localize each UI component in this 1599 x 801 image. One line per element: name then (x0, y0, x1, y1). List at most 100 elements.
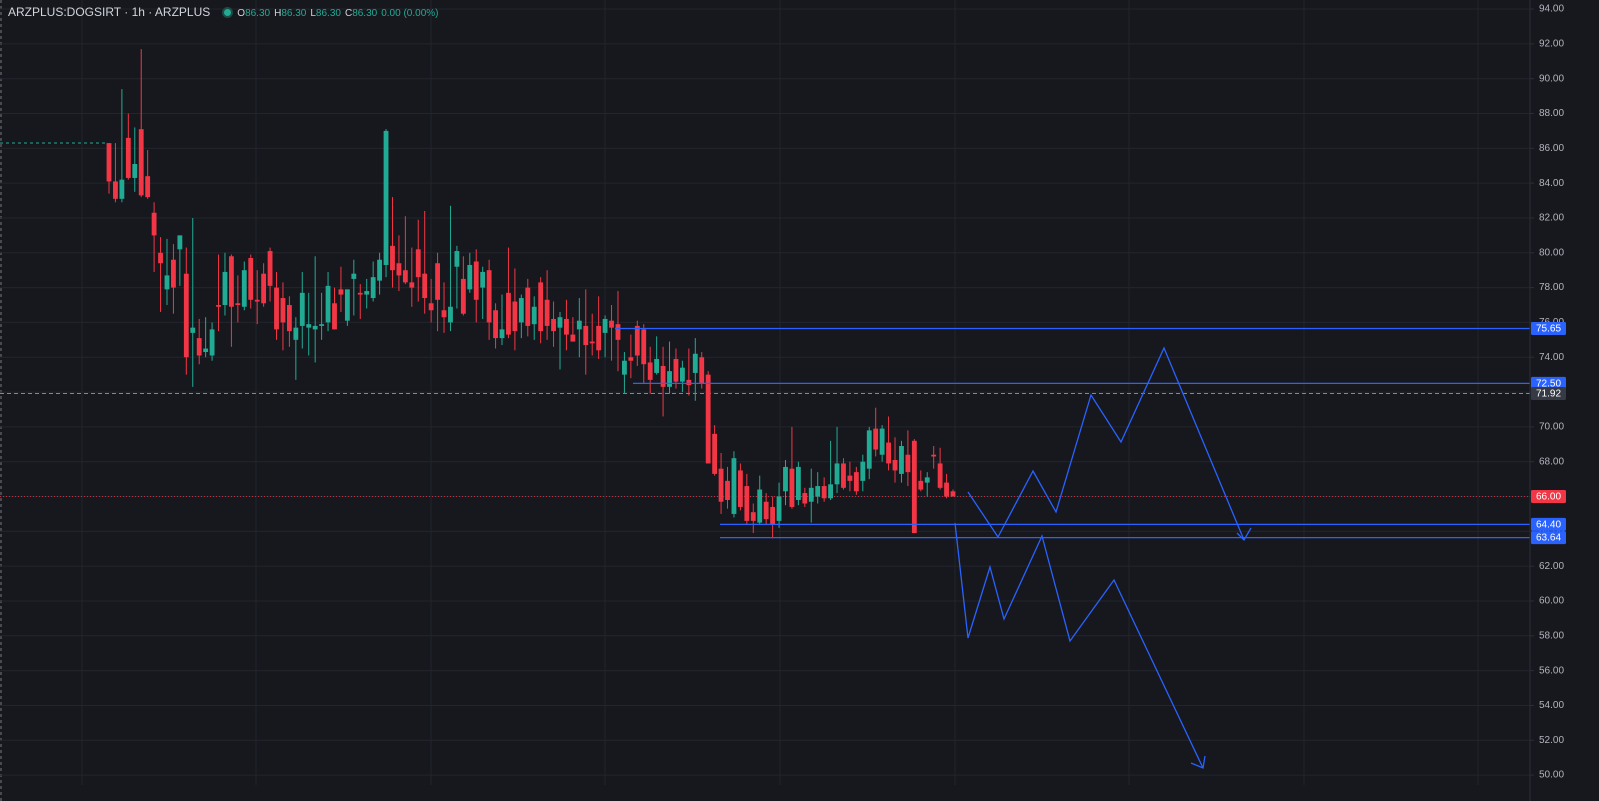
candle-body (847, 475, 853, 481)
candle-body (460, 278, 466, 314)
candle-body (950, 491, 956, 497)
candle-body (776, 496, 782, 521)
candle-body (557, 317, 563, 328)
candle-body (705, 374, 711, 464)
ohlc-values: O86.30 H86.30 L86.30 C86.30 0.00 (0.00%) (237, 8, 442, 19)
y-tick-label: 58.00 (1539, 630, 1564, 641)
candle-body (757, 489, 763, 523)
candle-body (673, 358, 679, 382)
candle-body (332, 303, 337, 330)
status-dot (224, 9, 232, 17)
candle-body (744, 486, 750, 521)
candle-body (344, 289, 350, 321)
candle-body (905, 454, 911, 473)
y-tick-label: 80.00 (1539, 247, 1564, 258)
candle-body (338, 289, 344, 295)
candle-body (241, 270, 247, 307)
candle-body (589, 341, 595, 344)
candle-body (737, 470, 743, 507)
candle-body (551, 318, 556, 332)
candle-body (145, 176, 151, 198)
y-tick-label: 52.00 (1539, 735, 1564, 746)
candle-body (467, 264, 473, 290)
candle-body (944, 482, 949, 497)
candle-body (448, 306, 453, 323)
candle-body (654, 358, 660, 373)
candle-body (686, 379, 692, 386)
candle-body (454, 251, 460, 267)
candle-body (525, 287, 531, 326)
candle-body (113, 181, 118, 199)
candle-body (119, 179, 125, 199)
candle-body (841, 463, 846, 488)
candle-body (899, 446, 904, 474)
candle-body (138, 129, 144, 196)
price-tag (1531, 376, 1566, 390)
candle-body (390, 245, 395, 271)
candle-body (783, 466, 788, 492)
candle-body (506, 292, 511, 335)
candle-body (402, 270, 408, 283)
ohlc-key: C (344, 8, 353, 19)
change: 0.00 (0.00%) (381, 8, 439, 19)
candle-body (325, 285, 331, 323)
price-tag-label: 75.65 (1536, 324, 1561, 335)
y-tick-label: 60.00 (1539, 596, 1564, 607)
arrow-head (1236, 527, 1252, 542)
candle-body (364, 291, 370, 295)
candle-body (132, 163, 138, 178)
candle-body (815, 486, 821, 497)
symbol-title[interactable]: ARZPLUS:DOGSIRT · 1h · ARZPLUS (8, 5, 211, 19)
candle-body (564, 318, 569, 335)
candle-body (853, 472, 859, 492)
candle-body (286, 305, 292, 332)
candle-body (164, 275, 170, 290)
candle-body (267, 251, 273, 286)
candle-body (377, 259, 383, 281)
plot (0, 8, 1530, 776)
candle-body (274, 287, 279, 330)
arrow-head (1190, 755, 1206, 769)
candle-body (473, 261, 479, 300)
y-tick-label: 62.00 (1539, 561, 1564, 572)
y-tick-label: 90.00 (1539, 73, 1564, 84)
candle-body (306, 324, 312, 328)
y-tick-label: 92.00 (1539, 39, 1564, 50)
candle-body (828, 484, 834, 499)
candle-body (692, 353, 698, 373)
candle-body (712, 433, 718, 474)
candle-body (512, 301, 518, 332)
price-tag (1531, 490, 1566, 504)
legend: ARZPLUS:DOGSIRT · 1h · ARZPLUS O86.30 H86.… (8, 5, 442, 19)
candle-body (750, 512, 756, 521)
price-tag-label: 63.64 (1536, 533, 1561, 544)
candle-body (802, 493, 808, 504)
y-tick-label: 56.00 (1539, 665, 1564, 676)
candle-body (248, 258, 254, 300)
candle-body (660, 365, 666, 387)
candle-body (357, 292, 363, 295)
y-tick-label: 50.00 (1539, 770, 1564, 781)
ohlc-key: H (274, 8, 282, 19)
candle-body (789, 468, 795, 507)
candle-body (228, 256, 234, 307)
candle-body (196, 338, 202, 356)
candle-body (203, 348, 209, 353)
candle-body (609, 320, 614, 328)
price-tag (1531, 322, 1566, 336)
candle-body (396, 263, 402, 276)
candle-body (628, 357, 634, 361)
candle-body (190, 327, 196, 333)
candle-body (544, 299, 550, 326)
candle-body (886, 442, 891, 464)
candle-body (222, 271, 228, 306)
candle-body (299, 292, 305, 326)
candle-body (422, 273, 428, 299)
candle-body (280, 298, 286, 323)
candle-body (622, 360, 627, 375)
candle-body (647, 362, 653, 380)
drawings (954, 346, 1252, 769)
ohlc-value: 86.30 (245, 8, 271, 19)
ohlc-value: 86.30 (281, 8, 307, 19)
